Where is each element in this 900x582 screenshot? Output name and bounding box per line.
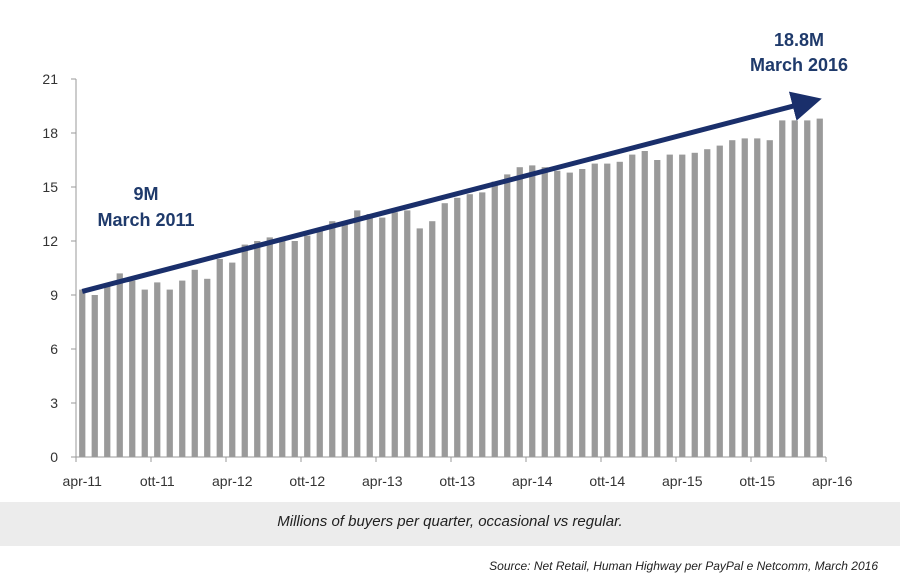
bar xyxy=(704,149,711,457)
bar xyxy=(229,262,236,457)
bar xyxy=(716,145,723,457)
bar xyxy=(254,241,261,457)
bar xyxy=(354,210,361,457)
bar xyxy=(604,163,611,457)
bar xyxy=(179,280,186,457)
bar xyxy=(91,295,98,457)
bar xyxy=(529,165,536,457)
bar xyxy=(166,289,173,457)
bar xyxy=(541,167,548,457)
bar xyxy=(479,192,486,457)
bar xyxy=(579,169,586,457)
x-tick-label: apr-14 xyxy=(512,473,553,489)
bar xyxy=(191,269,198,457)
annotation-start-value: 9M xyxy=(133,184,158,204)
bar xyxy=(466,194,473,457)
bar xyxy=(691,152,698,458)
bar xyxy=(491,181,498,457)
bar xyxy=(416,228,423,457)
bar xyxy=(554,170,561,458)
bar xyxy=(741,138,748,457)
y-axis: 0 3 6 9 12 15 18 21 xyxy=(42,71,77,465)
x-tick-label: ott-13 xyxy=(439,473,475,489)
x-tick-label: apr-12 xyxy=(212,473,253,489)
bar xyxy=(366,214,373,457)
annotation-end-date: March 2016 xyxy=(750,55,848,75)
bar xyxy=(679,154,686,457)
bar xyxy=(141,289,148,457)
chart-caption: Millions of buyers per quarter, occasion… xyxy=(277,513,623,530)
bar xyxy=(279,237,286,457)
bar xyxy=(566,172,573,457)
bar xyxy=(391,212,398,457)
bar xyxy=(816,118,823,457)
bar xyxy=(116,273,123,457)
bar xyxy=(516,167,523,457)
bar xyxy=(291,241,298,457)
bars xyxy=(79,118,823,458)
y-tick-label: 9 xyxy=(50,287,58,303)
bar xyxy=(779,120,786,458)
trend-arrow xyxy=(81,91,822,294)
bar xyxy=(104,286,111,457)
x-tick-label: ott-11 xyxy=(140,473,175,489)
x-tick-label: ott-12 xyxy=(289,473,325,489)
bar xyxy=(804,120,811,458)
y-tick-label: 3 xyxy=(50,395,58,411)
annotation-end-value: 18.8M xyxy=(774,30,824,50)
x-tick-label: apr-15 xyxy=(662,473,703,489)
bar xyxy=(266,237,273,457)
bar xyxy=(766,140,773,457)
y-tick-label: 21 xyxy=(42,71,58,87)
x-axis: apr-11 ott-11 apr-12 ott-12 apr-13 ott-13 apr-… xyxy=(63,456,853,489)
bar xyxy=(504,174,511,457)
bar xyxy=(666,154,673,457)
bar xyxy=(241,244,248,457)
y-tick-label: 0 xyxy=(50,449,58,465)
bar xyxy=(616,161,623,458)
annotation-start-date: March 2011 xyxy=(97,210,194,230)
y-tick-label: 6 xyxy=(50,341,58,357)
bar xyxy=(404,210,411,457)
bar xyxy=(754,138,761,457)
bar xyxy=(154,282,161,457)
x-tick-label: ott-15 xyxy=(739,473,775,489)
caption-band xyxy=(0,502,900,546)
bar xyxy=(441,203,448,457)
y-tick-label: 15 xyxy=(42,179,58,195)
bar xyxy=(791,120,798,458)
bar xyxy=(204,278,211,457)
bar xyxy=(379,217,386,457)
bar xyxy=(629,154,636,457)
bar xyxy=(654,160,661,457)
bar xyxy=(729,140,736,457)
bar xyxy=(591,163,598,457)
bar xyxy=(129,280,136,457)
bar xyxy=(316,228,323,457)
x-tick-label: apr-13 xyxy=(362,473,403,489)
bar xyxy=(429,221,436,457)
y-tick-label: 12 xyxy=(42,233,58,249)
bar xyxy=(454,197,461,458)
bar xyxy=(216,259,223,457)
x-tick-label: apr-11 xyxy=(63,473,103,489)
bar xyxy=(79,289,86,457)
bar xyxy=(329,221,336,457)
bar xyxy=(304,235,311,457)
x-tick-label: apr-16 xyxy=(812,473,853,489)
source-note: Source: Net Retail, Human Highway per Pa… xyxy=(489,559,878,573)
bar xyxy=(641,151,648,457)
bar xyxy=(341,221,348,457)
y-tick-label: 18 xyxy=(42,125,58,141)
x-tick-label: ott-14 xyxy=(589,473,625,489)
